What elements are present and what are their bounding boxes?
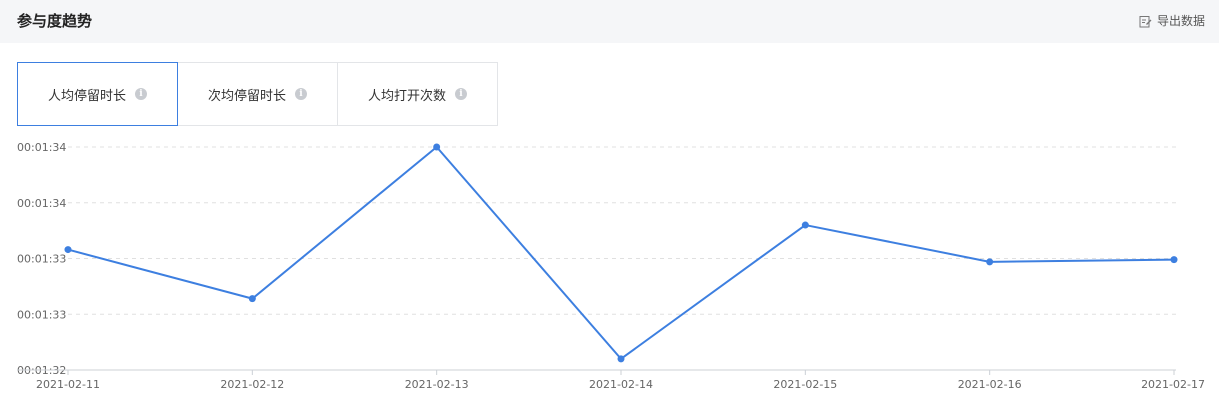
x-tick-label: 2021-02-11 [36,378,100,391]
edit-icon [1139,15,1152,27]
data-point [617,355,625,363]
x-tick-label: 2021-02-15 [773,378,837,391]
x-tick-label: 2021-02-14 [589,378,653,391]
metric-tabs: 人均停留时长 i 次均停留时长 i 人均打开次数 i [17,62,498,126]
chart-header: 参与度趋势 导出数据 [0,0,1219,43]
page-title: 参与度趋势 [17,12,93,30]
info-icon[interactable]: i [455,88,467,100]
data-point [1170,256,1178,264]
tab-label: 人均停留时长 [47,88,126,104]
y-tick-label: 00:01:34 [17,197,66,210]
x-tick-label: 2021-02-17 [1141,378,1205,391]
data-point [433,143,441,151]
x-tick-label: 2021-02-12 [220,378,284,391]
tab-label: 次均停留时长 [207,88,286,104]
tab-avg-opens-per-user[interactable]: 人均打开次数 i [337,62,498,126]
data-point [801,221,809,229]
info-icon[interactable]: i [295,88,307,100]
data-point [986,258,994,266]
data-point [64,246,72,254]
export-data-label: 导出数据 [1156,14,1205,28]
y-tick-label: 00:01:33 [17,253,66,266]
y-tick-label: 00:01:34 [17,141,66,154]
tab-label: 人均打开次数 [367,88,446,104]
data-point [248,295,256,303]
x-tick-label: 2021-02-16 [958,378,1022,391]
export-data-button[interactable]: 导出数据 [1139,13,1205,29]
series-line [67,146,1175,360]
tab-avg-stay-per-visit[interactable]: 次均停留时长 i [177,62,338,126]
y-tick-label: 00:01:33 [17,308,66,321]
info-icon[interactable]: i [135,88,147,100]
x-tick-label: 2021-02-13 [405,378,469,391]
tab-avg-stay-per-user[interactable]: 人均停留时长 i [17,62,178,126]
trend-line-chart: 00:01:3400:01:3400:01:3300:01:3300:01:32… [17,141,1205,391]
